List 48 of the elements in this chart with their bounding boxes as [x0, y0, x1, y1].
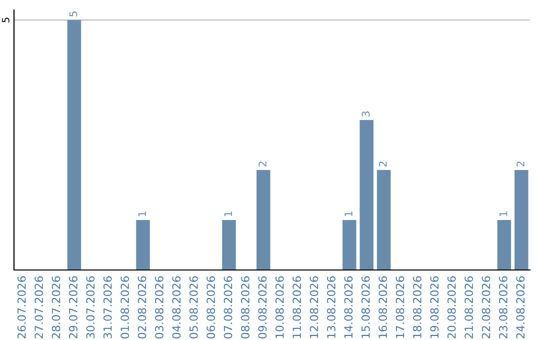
x-tick-label: 23.08.2026: [499, 276, 508, 338]
x-tick-label: 29.07.2026: [69, 276, 78, 338]
x-tick-label: 20.08.2026: [447, 276, 456, 338]
data-label: 2: [378, 162, 387, 166]
bar: [514, 170, 528, 270]
x-tick-label: 27.07.2026: [34, 276, 44, 338]
x-tick-label: 02.08.2026: [138, 276, 146, 338]
data-label: 3: [362, 111, 370, 116]
x-tick-label: 10.08.2026: [275, 276, 284, 338]
x-tick-label: 05.08.2026: [189, 276, 198, 338]
x-tick-label: 06.08.2026: [206, 276, 216, 338]
x-tick-label: 16.08.2026: [378, 276, 388, 338]
x-tick-label: 22.08.2026: [482, 276, 490, 338]
x-tick-label: 12.08.2026: [310, 276, 318, 338]
x-tick-label: 21.08.2026: [464, 276, 474, 338]
x-tick-label: 24.08.2026: [516, 276, 525, 338]
x-tick-label: 09.08.2026: [258, 276, 267, 338]
bar: [67, 20, 82, 270]
x-tick-label: 28.07.2026: [52, 276, 60, 338]
bar: [136, 220, 150, 270]
data-label: 1: [138, 212, 146, 216]
x-tick-label: 19.08.2026: [430, 276, 439, 338]
x-tick-label: 31.07.2026: [103, 276, 112, 338]
data-label: 2: [516, 162, 524, 166]
bar: [256, 170, 270, 270]
bar: [497, 220, 512, 270]
x-tick-label: 14.08.2026: [344, 276, 353, 338]
bar: [360, 120, 374, 270]
bar: [222, 220, 236, 270]
data-label: 1: [499, 212, 508, 216]
x-tick-label: 30.07.2026: [86, 276, 95, 338]
x-tick-label: 01.08.2026: [120, 276, 130, 338]
data-label: 1: [344, 212, 352, 216]
x-tick-label: 18.08.2026: [413, 276, 422, 338]
x-tick-label: 15.08.2026: [361, 276, 370, 338]
x-tick-label: 26.07.2026: [17, 276, 26, 338]
x-tick-label: 13.08.2026: [327, 276, 336, 338]
data-label: 2: [258, 162, 266, 166]
x-tick-label: 08.08.2026: [241, 276, 250, 338]
x-tick-label: 04.08.2026: [172, 276, 181, 338]
x-tick-label: 11.08.2026: [292, 276, 302, 338]
bar: [376, 170, 391, 270]
data-label: 1: [224, 212, 232, 216]
x-tick-label: 07.08.2026: [224, 276, 232, 338]
bar: [342, 220, 356, 270]
x-tick-label: 17.08.2026: [396, 276, 404, 338]
data-label: 5: [69, 12, 78, 16]
x-tick-label: 03.08.2026: [155, 276, 164, 338]
